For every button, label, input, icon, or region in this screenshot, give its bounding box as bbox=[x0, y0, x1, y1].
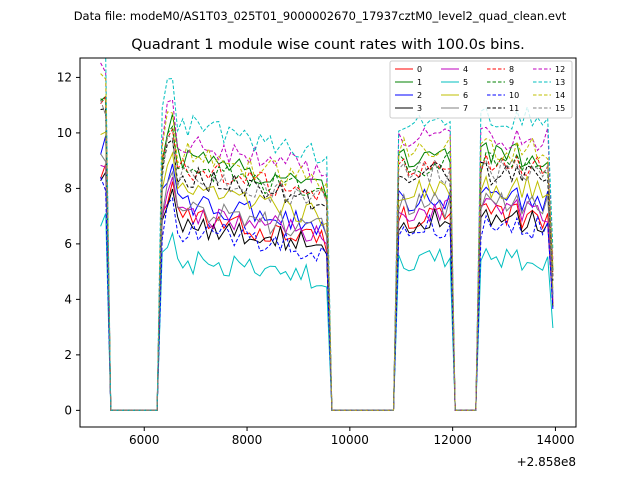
legend-box bbox=[389, 60, 573, 119]
series-line-10 bbox=[100, 176, 554, 411]
y-tick-label: 6 bbox=[64, 237, 72, 251]
y-tick-label: 10 bbox=[57, 126, 72, 140]
y-tick-label: 4 bbox=[64, 292, 72, 306]
y-tick-label: 12 bbox=[57, 70, 72, 84]
legend-label-2: 2 bbox=[417, 91, 422, 100]
series-layer bbox=[100, 58, 554, 411]
legend-label-5: 5 bbox=[463, 78, 468, 87]
x-tick-label: 10000 bbox=[331, 433, 369, 447]
legend-label-3: 3 bbox=[417, 104, 422, 113]
x-tick-label: 6000 bbox=[129, 433, 160, 447]
legend-label-13: 13 bbox=[555, 78, 565, 87]
plot-area bbox=[79, 57, 577, 428]
legend-label-0: 0 bbox=[417, 65, 422, 74]
legend-label-12: 12 bbox=[555, 65, 565, 74]
chart-suptitle: Data file: modeM0/AS1T03_025T01_90000026… bbox=[74, 9, 567, 23]
legend-label-10: 10 bbox=[509, 91, 519, 100]
x-tick-label: 8000 bbox=[232, 433, 263, 447]
legend-label-9: 9 bbox=[509, 78, 514, 87]
legend-label-1: 1 bbox=[417, 78, 422, 87]
y-tick-label: 8 bbox=[64, 181, 72, 195]
chart-title: Quadrant 1 module wise count rates with … bbox=[131, 37, 525, 53]
x-tick-label: 12000 bbox=[434, 433, 472, 447]
x-offset-label: +2.858e8 bbox=[517, 455, 576, 469]
legend-label-11: 11 bbox=[509, 104, 519, 113]
x-axis: 6000 8000 10000 12000 14000 bbox=[129, 427, 575, 447]
series-line-13 bbox=[105, 58, 554, 411]
legend-label-14: 14 bbox=[555, 91, 565, 100]
legend-label-4: 4 bbox=[463, 65, 468, 74]
y-tick-label: 0 bbox=[64, 403, 72, 417]
y-tick-label: 2 bbox=[64, 348, 72, 362]
y-axis: 0 2 4 6 8 10 12 bbox=[57, 70, 80, 417]
series-line-14 bbox=[100, 73, 554, 411]
series-line-15 bbox=[100, 99, 554, 411]
legend-label-15: 15 bbox=[555, 104, 565, 113]
x-tick-label: 14000 bbox=[536, 433, 574, 447]
legend-label-8: 8 bbox=[509, 65, 514, 74]
legend-label-7: 7 bbox=[463, 104, 468, 113]
legend-label-6: 6 bbox=[463, 91, 468, 100]
